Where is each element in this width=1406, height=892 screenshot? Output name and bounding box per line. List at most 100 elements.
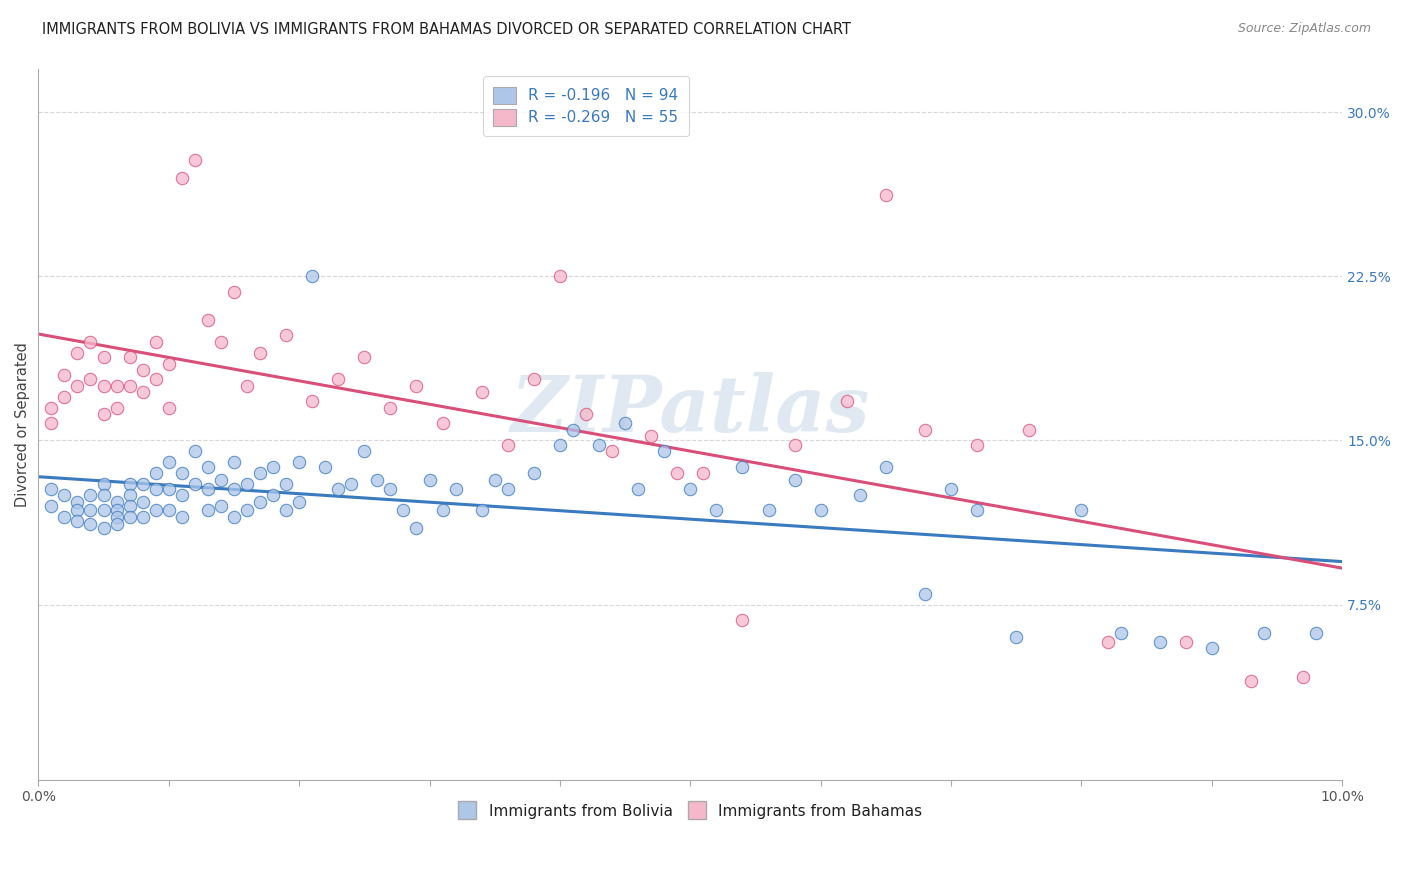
Point [157,401,180,415]
Point [170,467,193,481]
Point [405,521,427,535]
Point [79,516,101,531]
Point [41,499,63,513]
Point [484,473,506,487]
Point [914,587,936,601]
Point [274,503,297,517]
Point [614,416,637,430]
Point [53,510,76,524]
Point [706,503,728,517]
Point [1305,626,1327,640]
Point [66,378,89,392]
Point [679,482,702,496]
Point [222,482,245,496]
Point [600,444,623,458]
Point [783,438,806,452]
Point [105,378,128,392]
Point [145,482,167,496]
Point [197,482,219,496]
Point [41,482,63,496]
Point [131,510,153,524]
Point [432,503,454,517]
Point [184,444,207,458]
Point [66,346,89,360]
Point [53,488,76,502]
Point [118,477,141,491]
Point [262,488,284,502]
Point [145,467,167,481]
Point [41,416,63,430]
Point [548,269,571,284]
Point [1109,626,1132,640]
Point [157,482,180,496]
Point [627,482,650,496]
Point [274,477,297,491]
Point [118,351,141,365]
Point [93,488,115,502]
Y-axis label: Divorced or Separated: Divorced or Separated [15,342,30,507]
Point [222,455,245,469]
Point [875,459,897,474]
Point [66,515,89,529]
Point [810,503,832,517]
Point [170,170,193,185]
Point [692,467,714,481]
Point [249,467,271,481]
Point [131,477,153,491]
Point [1240,674,1263,689]
Text: Source: ZipAtlas.com: Source: ZipAtlas.com [1237,22,1371,36]
Point [939,482,962,496]
Point [328,482,350,496]
Point [145,334,167,349]
Point [301,269,323,284]
Point [523,372,546,386]
Point [79,334,101,349]
Point [301,394,323,409]
Point [523,467,546,481]
Point [118,499,141,513]
Point [731,613,754,627]
Point [93,351,115,365]
Point [561,423,583,437]
Point [105,510,128,524]
Point [93,477,115,491]
Point [93,521,115,535]
Point [1174,634,1197,648]
Point [41,401,63,415]
Point [93,407,115,421]
Point [209,473,232,487]
Point [209,499,232,513]
Point [640,429,662,443]
Point [548,438,571,452]
Point [1005,631,1028,645]
Point [783,473,806,487]
Point [236,503,259,517]
Point [432,416,454,430]
Point [249,346,271,360]
Point [288,494,311,508]
Point [184,477,207,491]
Point [471,503,494,517]
Point [405,378,427,392]
Point [249,494,271,508]
Point [1097,634,1119,648]
Point [652,444,675,458]
Point [53,368,76,382]
Point [758,503,780,517]
Text: ZIPatlas: ZIPatlas [510,372,870,448]
Point [666,467,689,481]
Point [53,390,76,404]
Point [262,459,284,474]
Point [222,285,245,299]
Text: IMMIGRANTS FROM BOLIVIA VS IMMIGRANTS FROM BAHAMAS DIVORCED OR SEPARATED CORRELA: IMMIGRANTS FROM BOLIVIA VS IMMIGRANTS FR… [42,22,851,37]
Point [835,394,858,409]
Point [496,482,519,496]
Point [1201,641,1223,656]
Point [575,407,598,421]
Point [131,363,153,377]
Point [914,423,936,437]
Point [1070,503,1092,517]
Point [118,378,141,392]
Point [731,459,754,474]
Point [157,455,180,469]
